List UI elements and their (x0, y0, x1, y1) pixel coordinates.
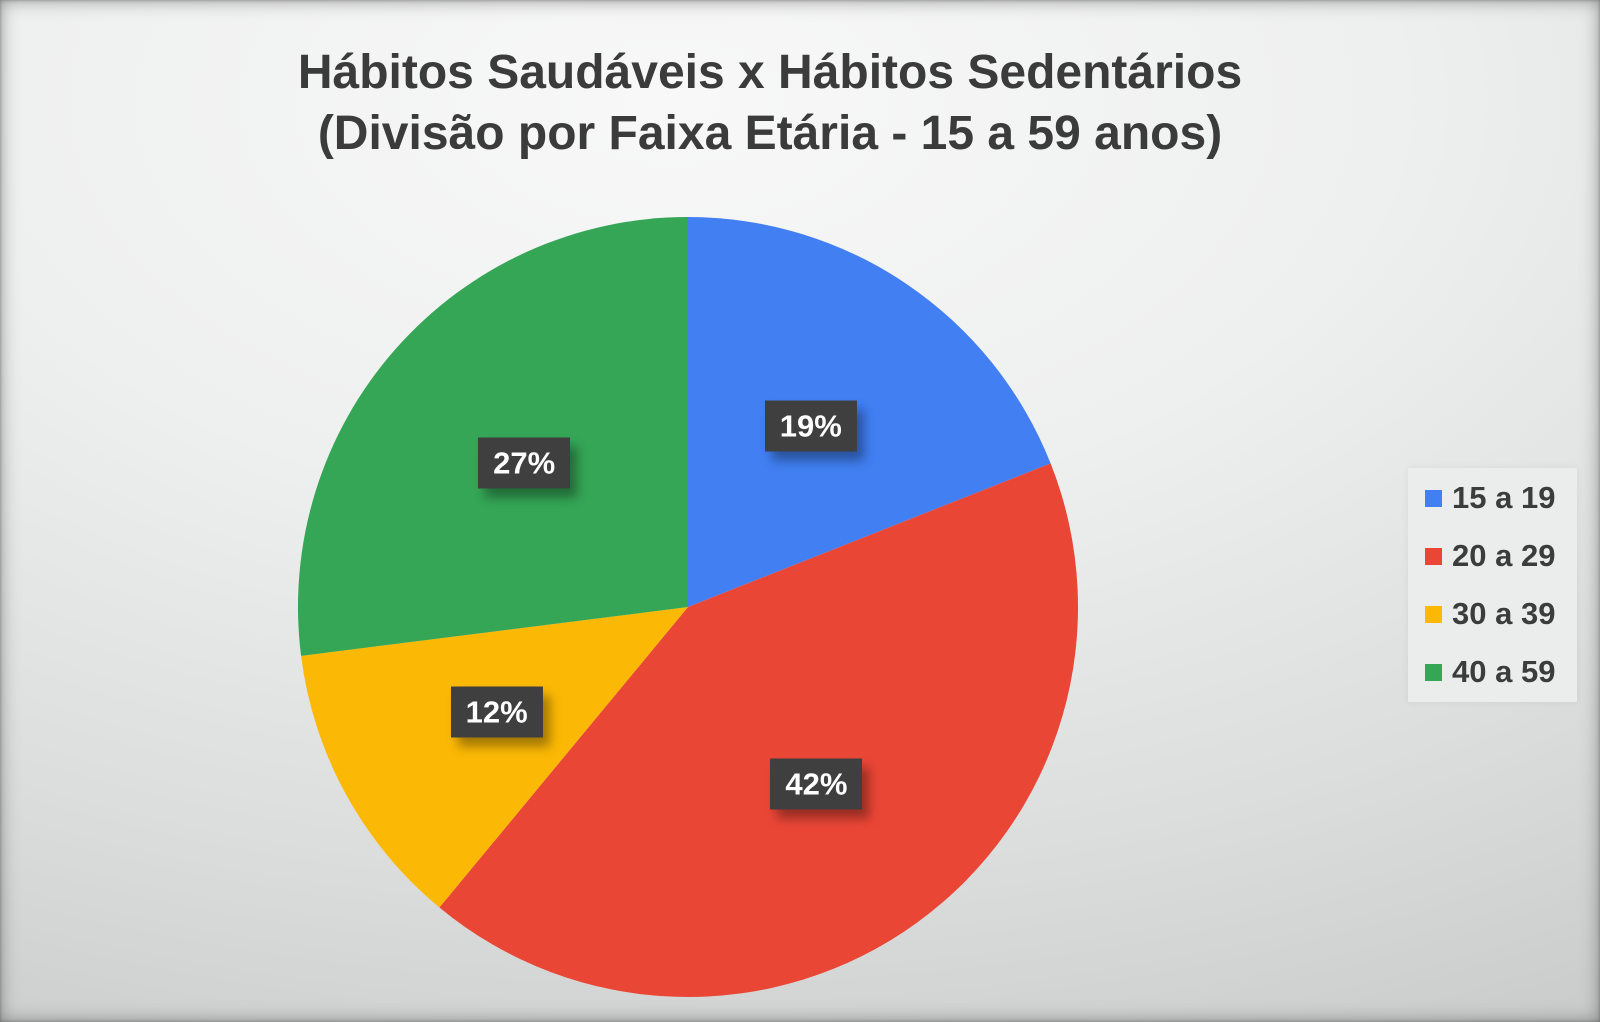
legend-swatch-icon (1425, 663, 1442, 681)
slice-label-15-a-19: 19% (764, 400, 857, 452)
slice-label-20-a-29: 42% (770, 758, 863, 810)
pie-slice-40-a-59[interactable] (298, 217, 688, 656)
legend: 15 a 19 20 a 29 30 a 39 40 a 59 (1408, 468, 1577, 702)
legend-item-15-a-19[interactable]: 15 a 19 (1408, 469, 1577, 527)
chart-title: Hábitos Saudáveis x Hábitos Sedentários … (0, 42, 1540, 164)
legend-label: 30 a 39 (1452, 596, 1556, 631)
chart-title-line1: Hábitos Saudáveis x Hábitos Sedentários (297, 46, 1243, 99)
legend-item-30-a-39[interactable]: 30 a 39 (1408, 585, 1577, 643)
legend-swatch-icon (1425, 489, 1442, 507)
legend-label: 20 a 29 (1452, 538, 1556, 573)
chart-title-line2: (Divisão por Faixa Etária - 15 a 59 anos… (317, 107, 1223, 160)
legend-item-40-a-59[interactable]: 40 a 59 (1408, 643, 1577, 701)
pie-slice-30-a-39[interactable] (301, 607, 688, 908)
legend-label: 40 a 59 (1452, 654, 1556, 689)
pie-slice-20-a-29[interactable] (439, 463, 1078, 998)
legend-item-20-a-29[interactable]: 20 a 29 (1408, 527, 1577, 585)
legend-swatch-icon (1425, 605, 1442, 623)
pie-slice-15-a-19[interactable] (688, 217, 1051, 607)
slice-label-30-a-39: 12% (450, 686, 543, 738)
legend-label: 15 a 19 (1452, 480, 1556, 515)
legend-swatch-icon (1425, 547, 1442, 565)
slice-label-40-a-59: 27% (478, 437, 571, 489)
